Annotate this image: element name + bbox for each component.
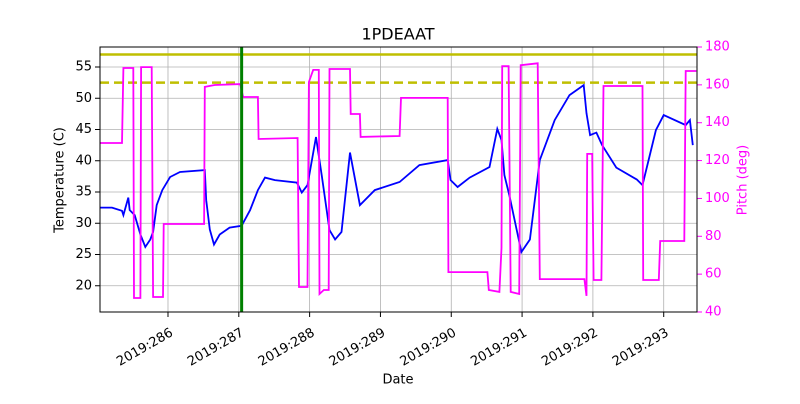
- y-axis-label: Temperature (C): [53, 127, 68, 234]
- y2-tick-label: 40: [705, 305, 722, 320]
- y2-tick-label: 80: [705, 229, 722, 244]
- y2-tick-label: 140: [705, 115, 730, 130]
- plot-frame: [99, 46, 698, 313]
- chart-title: 1PDEAAT: [361, 25, 434, 44]
- data-line: [100, 83, 694, 255]
- y-tick-label: 35: [75, 185, 92, 200]
- y-tick-label: 45: [75, 122, 92, 137]
- y2-axis-label: Pitch (deg): [736, 145, 751, 215]
- y2-tick-label: 180: [705, 40, 730, 55]
- y-tick-label: 40: [75, 153, 92, 168]
- y2-tick-label: 120: [705, 153, 730, 168]
- data-line: [100, 62, 697, 299]
- y-tick-label: 20: [75, 278, 92, 293]
- y2-tick-label: 100: [705, 191, 730, 206]
- y-tick-label: 50: [75, 91, 92, 106]
- y-tick-label: 30: [75, 216, 92, 231]
- x-axis-label: Date: [382, 373, 413, 388]
- y2-tick-label: 60: [705, 267, 722, 282]
- y-tick-label: 55: [75, 60, 92, 75]
- y-tick-label: 25: [75, 247, 92, 262]
- y2-tick-label: 160: [705, 77, 730, 92]
